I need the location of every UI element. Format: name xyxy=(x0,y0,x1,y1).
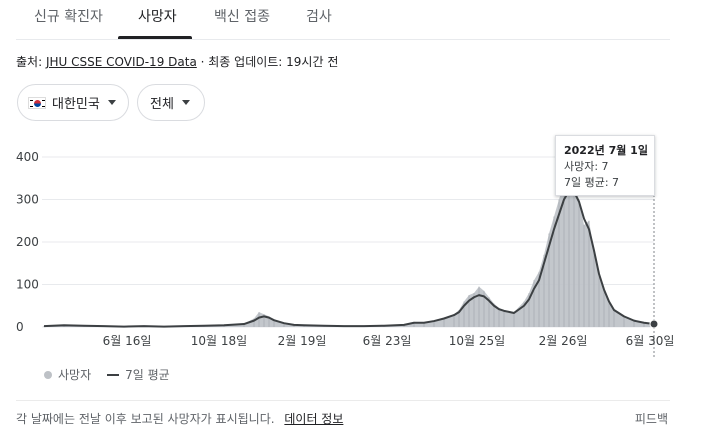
x-tick-label: 6월 23일 xyxy=(363,334,412,348)
seven-day-average-line xyxy=(43,190,655,328)
footer-divider xyxy=(16,400,670,401)
source-link[interactable]: JHU CSSE COVID-19 Data xyxy=(45,55,197,69)
legend-bars-swatch xyxy=(44,370,52,379)
source-prefix: 출처: xyxy=(16,55,43,69)
tooltip-deaths: 사망자: 7 xyxy=(564,160,609,173)
legend-line-label: 7일 평균 xyxy=(125,368,170,382)
source-line: 출처: JHU CSSE COVID-19 Data · 최종 업데이트: 19… xyxy=(16,53,338,70)
tab-tests[interactable]: 검사 xyxy=(306,9,332,25)
y-tick-label: 0 xyxy=(16,320,24,334)
x-tick-label: 10월 18일 xyxy=(191,334,247,348)
x-tick-label: 2월 19일 xyxy=(278,334,327,348)
last-updated: · 최종 업데이트: 19시간 전 xyxy=(200,55,339,69)
chart-tooltip: 2022년 7월 1일 사망자: 7 7일 평균: 7 xyxy=(555,135,655,196)
chart-legend: 사망자 7일 평균 xyxy=(44,366,170,383)
footer-note-text: 각 날짜에는 전날 이후 보고된 사망자가 표시됩니다. xyxy=(16,412,275,426)
y-tick-label: 400 xyxy=(16,150,39,164)
tooltip-date: 2022년 7월 1일 xyxy=(564,144,648,157)
region-dropdown[interactable]: 전체 xyxy=(137,84,205,121)
x-tick-label: 6월 16일 xyxy=(103,334,152,348)
tab-vaccinations[interactable]: 백신 접종 xyxy=(214,9,270,25)
tab-bar: 신규 확진자 사망자 백신 접종 검사 xyxy=(0,0,706,40)
hover-point xyxy=(649,319,659,329)
country-dropdown-label: 대한민국 xyxy=(52,97,100,112)
tab-deaths[interactable]: 사망자 xyxy=(138,9,177,25)
tab-new-cases[interactable]: 신규 확진자 xyxy=(34,9,103,25)
active-tab-indicator xyxy=(118,36,192,39)
y-tick-label: 100 xyxy=(16,278,39,292)
korea-flag-icon xyxy=(28,96,46,109)
tab-divider xyxy=(16,39,670,40)
legend-line-swatch xyxy=(107,373,120,376)
y-tick-label: 300 xyxy=(16,193,39,207)
chevron-down-icon xyxy=(107,100,116,105)
chevron-down-icon xyxy=(181,100,190,105)
region-dropdown-label: 전체 xyxy=(150,97,174,112)
x-tick-label: 2월 26일 xyxy=(539,334,588,348)
footer-note: 각 날짜에는 전날 이후 보고된 사망자가 표시됩니다. 데이터 정보 xyxy=(16,410,343,427)
x-tick-label: 10월 25일 xyxy=(449,334,505,348)
x-tick-label: 6월 30일 xyxy=(626,334,675,348)
feedback-link[interactable]: 피드백 xyxy=(634,412,668,426)
legend-bars-label: 사망자 xyxy=(58,368,92,382)
tooltip-average: 7일 평균: 7 xyxy=(564,176,620,189)
y-tick-label: 200 xyxy=(16,235,39,249)
deaths-bars-area xyxy=(44,174,654,327)
country-dropdown[interactable]: 대한민국 xyxy=(17,84,129,121)
data-info-link[interactable]: 데이터 정보 xyxy=(284,412,344,426)
